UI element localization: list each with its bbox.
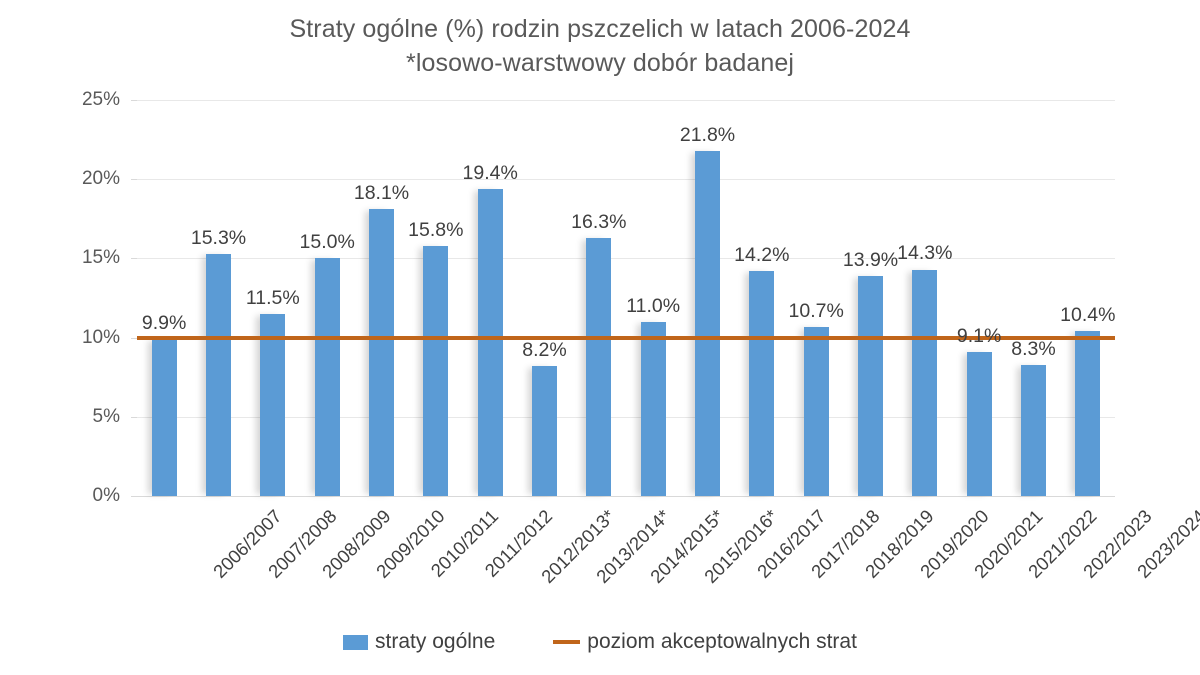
- bar-slot: [423, 100, 449, 496]
- y-tick-mark-15%: [131, 258, 137, 260]
- y-tick-label-5%: 5%: [92, 405, 120, 427]
- bar-slot: [369, 100, 394, 496]
- bar-value-label: 9.1%: [956, 324, 1002, 347]
- bar[interactable]: [206, 253, 231, 496]
- bar-value-label: 10.4%: [1060, 304, 1116, 327]
- bar[interactable]: [912, 269, 938, 496]
- bar-slot: [1021, 100, 1046, 496]
- gridline-15%: [137, 258, 1115, 260]
- y-tick-label-20%: 20%: [81, 168, 120, 190]
- y-tick-mark-0%: [131, 496, 137, 497]
- y-tick-label-10%: 10%: [81, 326, 120, 348]
- y-tick-mark-25%: [131, 100, 137, 101]
- bar-slot: [966, 100, 992, 496]
- gridline-0%: [137, 496, 1115, 497]
- gridline-25%: [137, 100, 1115, 101]
- bar-value-label: 8.3%: [1011, 337, 1056, 360]
- bar-slot: [749, 100, 775, 496]
- legend-label-poziom-akceptowalnych-strat: poziom akceptowalnych strat: [587, 630, 857, 653]
- plot-area: [131, 100, 1115, 497]
- gridline-5%: [137, 416, 1115, 418]
- bar[interactable]: [803, 326, 829, 496]
- bar-slot: [206, 100, 231, 496]
- bar[interactable]: [369, 209, 394, 496]
- legend-item-poziom-akceptowalnych-strat[interactable]: poziom akceptowalnych strat: [553, 630, 857, 654]
- bar[interactable]: [314, 258, 340, 496]
- line-swatch-icon: [553, 640, 581, 644]
- bar-slot: [314, 100, 340, 496]
- bar-value-label: 14.3%: [897, 242, 953, 265]
- bar-value-label: 15.0%: [299, 231, 355, 254]
- legend-item-straty-ogolne[interactable]: straty ogólne: [343, 630, 495, 654]
- bar[interactable]: [640, 321, 666, 496]
- bar[interactable]: [423, 245, 449, 496]
- bar-value-label: 15.8%: [408, 218, 464, 241]
- y-tick-mark-20%: [131, 179, 137, 181]
- gridline-20%: [137, 179, 1115, 181]
- bar-slot: [858, 100, 883, 496]
- bar-value-label: 13.9%: [842, 248, 899, 271]
- bar-value-label: 8.2%: [522, 339, 567, 362]
- y-tick-mark-10%: [131, 337, 137, 339]
- y-tick-label-25%: 25%: [81, 89, 120, 110]
- bar-slot: [260, 100, 286, 496]
- bar-value-label: 18.1%: [353, 182, 410, 205]
- bar-slot: [912, 100, 938, 496]
- bar[interactable]: [477, 188, 503, 496]
- y-tick-label-15%: 15%: [81, 247, 120, 269]
- bar-value-label: 15.3%: [190, 226, 247, 249]
- bar-slot: [1075, 100, 1101, 496]
- acceptable-loss-threshold-line: [137, 335, 1115, 340]
- bar[interactable]: [695, 150, 720, 496]
- bar-slot: [151, 100, 177, 496]
- bar[interactable]: [1075, 331, 1101, 496]
- bar[interactable]: [749, 271, 775, 496]
- bar[interactable]: [532, 366, 557, 496]
- bar[interactable]: [260, 313, 286, 496]
- bar-slot: [803, 100, 829, 496]
- bar-value-label: 11.0%: [626, 294, 681, 317]
- bar-value-label: 21.8%: [679, 123, 736, 146]
- bar[interactable]: [1021, 364, 1046, 496]
- bar[interactable]: [151, 339, 177, 496]
- bar[interactable]: [586, 237, 612, 496]
- bar[interactable]: [966, 351, 992, 496]
- bar-value-label: 16.3%: [571, 210, 627, 233]
- y-tick-label-0%: 0%: [92, 485, 120, 506]
- bar-slot: [532, 100, 557, 496]
- y-tick-mark-5%: [131, 416, 137, 418]
- bar-slot: [477, 100, 503, 496]
- bar[interactable]: [858, 275, 883, 496]
- bar-slot: [640, 100, 666, 496]
- bar-value-label: 14.2%: [734, 244, 790, 267]
- bar-value-label: 19.4%: [462, 161, 518, 184]
- chart-title-line-2: *losowo-warstwowy dobór badanej: [405, 49, 795, 77]
- chart-title: Straty ogólne (%) rodzin pszczelich w la…: [0, 12, 1200, 80]
- bar-value-label: 11.5%: [245, 286, 300, 309]
- bar-slot: [695, 100, 720, 496]
- legend-label-straty-ogolne: straty ogólne: [375, 630, 496, 653]
- bar-value-label: 9.9%: [141, 312, 187, 335]
- chart-title-line-1: Straty ogólne (%) rodzin pszczelich w la…: [289, 15, 911, 43]
- bar-slot: [586, 100, 612, 496]
- bar-swatch-icon: [343, 634, 369, 650]
- bar-value-label: 10.7%: [788, 299, 844, 322]
- chart-legend: straty ogólne poziom akceptowalnych stra…: [0, 630, 1200, 654]
